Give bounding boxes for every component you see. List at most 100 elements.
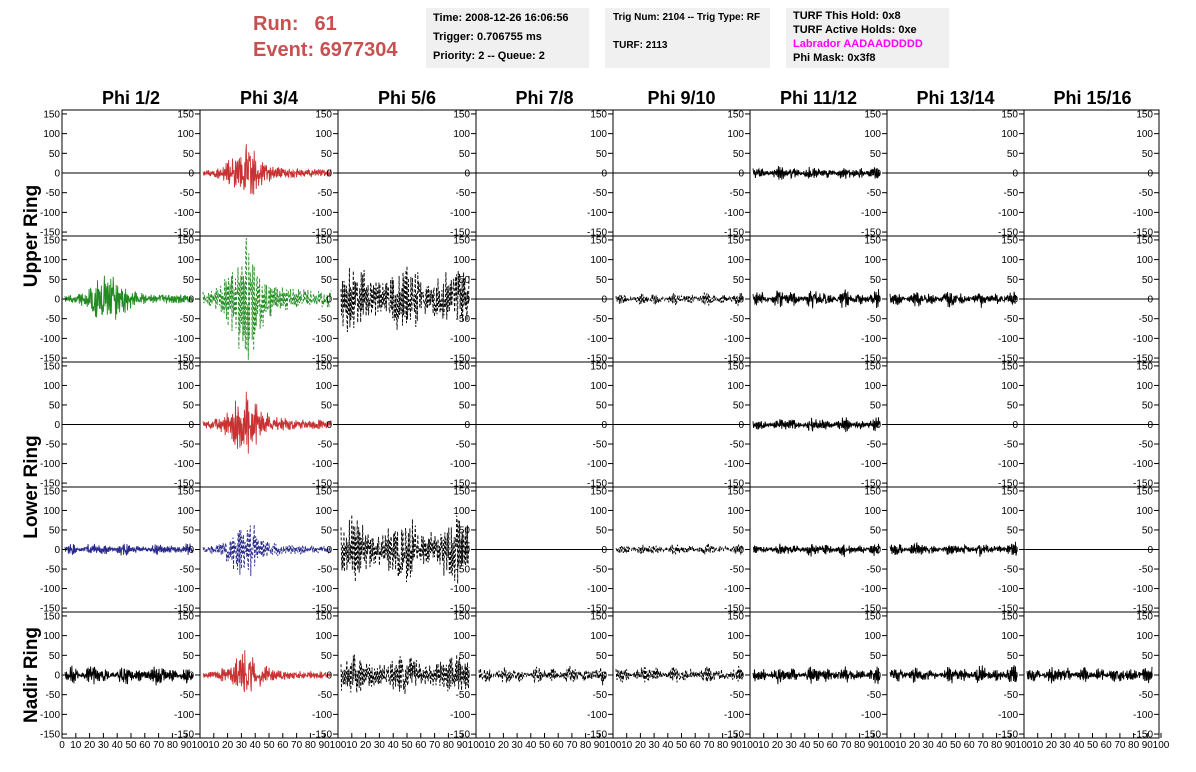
x-tick-label: 70 — [429, 740, 441, 751]
y-tick-label: 50 — [870, 400, 882, 411]
y-tick-label: 150 — [453, 361, 470, 372]
x-tick-label: 40 — [1073, 740, 1085, 751]
y-tick-label: 0 — [601, 420, 607, 431]
y-tick-label: 100 — [1001, 381, 1018, 392]
y-tick-label: -100 — [1133, 584, 1153, 595]
y-tick-label: 100 — [590, 506, 607, 517]
y-tick-label: 50 — [1007, 525, 1019, 536]
y-tick-label: 0 — [464, 420, 470, 431]
y-tick-label: 100 — [590, 255, 607, 266]
y-tick-label: 0 — [875, 545, 881, 556]
y-tick-label: 100 — [177, 506, 194, 517]
y-tick-label: -50 — [593, 690, 608, 701]
y-tick-label: -100 — [1133, 710, 1153, 721]
y-tick-label: 0 — [738, 671, 744, 682]
y-tick-label: -100 — [450, 334, 470, 345]
y-tick-label: 50 — [733, 651, 745, 662]
x-tick-label: 90 — [1142, 740, 1154, 751]
event-value: 6977304 — [319, 39, 398, 61]
y-tick-label: 50 — [459, 525, 471, 536]
column-header: Phi 11/12 — [780, 88, 857, 108]
x-tick-label: 60 — [690, 740, 702, 751]
x-tick-label: 40 — [112, 740, 124, 751]
y-tick-label: 0 — [1147, 545, 1153, 556]
turf-this-hold-text: TURF This Hold: 0x8 — [793, 10, 901, 22]
y-tick-label: -150 — [587, 354, 607, 365]
turf-active-holds-text: TURF Active Holds: 0xe — [793, 24, 917, 36]
x-tick-label: 10 — [895, 740, 907, 751]
y-tick-label: -100 — [861, 208, 881, 219]
y-tick-label: 150 — [177, 611, 194, 622]
y-tick-label: 100 — [1136, 381, 1153, 392]
x-tick-label: 40 — [662, 740, 674, 751]
y-tick-label: -50 — [730, 314, 745, 325]
y-tick-label: 0 — [188, 295, 194, 306]
y-tick-label: 150 — [315, 486, 332, 497]
y-tick-label: -150 — [450, 479, 470, 490]
ring-label: Nadir Ring — [21, 627, 42, 723]
x-tick-label: 60 — [139, 740, 151, 751]
y-tick-label: 50 — [1007, 275, 1019, 286]
y-tick-label: -150 — [998, 479, 1018, 490]
waveform-trace — [752, 666, 881, 685]
x-tick-label: 20 — [360, 740, 372, 751]
x-tick-label: 50 — [950, 740, 962, 751]
y-tick-label: -150 — [174, 730, 194, 741]
y-tick-label: -100 — [174, 208, 194, 219]
x-tick-label: 80 — [443, 740, 455, 751]
y-tick-label: 0 — [601, 545, 607, 556]
x-tick-label: 100 — [879, 740, 896, 751]
x-tick-label: 100 — [468, 740, 485, 751]
y-tick-label: 150 — [590, 235, 607, 246]
y-tick-label: -50 — [593, 440, 608, 451]
y-tick-label: 50 — [459, 275, 471, 286]
y-tick-label: 150 — [315, 611, 332, 622]
y-tick-label: 50 — [596, 651, 608, 662]
y-tick-label: -50 — [180, 565, 195, 576]
y-tick-label: 0 — [601, 671, 607, 682]
labrador-text: Labrador AADAADDDDD — [793, 38, 923, 50]
waveform-trace — [340, 265, 470, 333]
y-tick-label: -50 — [1004, 188, 1019, 199]
y-tick-label: -50 — [46, 440, 61, 451]
x-tick-label: 30 — [98, 740, 110, 751]
y-tick-label: 150 — [177, 235, 194, 246]
y-tick-label: 100 — [1136, 631, 1153, 642]
y-tick-label: 100 — [315, 631, 332, 642]
y-tick-label: 100 — [864, 631, 881, 642]
y-tick-label: 0 — [1147, 420, 1153, 431]
y-tick-label: 0 — [188, 420, 194, 431]
y-tick-label: 50 — [321, 651, 333, 662]
y-tick-label: 100 — [727, 381, 744, 392]
y-tick-label: -150 — [1133, 479, 1153, 490]
y-tick-label: 150 — [453, 235, 470, 246]
y-tick-label: -100 — [587, 459, 607, 470]
column-header: Phi 7/8 — [515, 88, 573, 108]
y-tick-label: -150 — [724, 354, 744, 365]
y-tick-label: -150 — [861, 228, 881, 239]
x-tick-label: 60 — [277, 740, 289, 751]
y-tick-label: 100 — [177, 381, 194, 392]
y-tick-label: -100 — [724, 459, 744, 470]
y-tick-label: -150 — [174, 354, 194, 365]
x-tick-label: 40 — [799, 740, 811, 751]
y-tick-label: 100 — [315, 255, 332, 266]
waveform-trace — [64, 275, 194, 320]
y-tick-label: 100 — [315, 381, 332, 392]
y-tick-label: 150 — [1001, 235, 1018, 246]
x-tick-label: 60 — [964, 740, 976, 751]
y-tick-label: -150 — [40, 604, 60, 615]
y-tick-label: -150 — [450, 730, 470, 741]
waveform-trace — [1026, 666, 1153, 684]
y-tick-label: -100 — [861, 584, 881, 595]
y-tick-label: -50 — [730, 565, 745, 576]
y-tick-label: 50 — [183, 275, 195, 286]
y-tick-label: 150 — [727, 361, 744, 372]
y-tick-label: 150 — [43, 611, 60, 622]
y-tick-label: 0 — [54, 545, 60, 556]
y-tick-label: 0 — [1012, 295, 1018, 306]
x-tick-label: 20 — [498, 740, 510, 751]
turf-info-box: TURF This Hold: 0x8 TURF Active Holds: 0… — [786, 8, 949, 68]
y-tick-label: 100 — [864, 381, 881, 392]
